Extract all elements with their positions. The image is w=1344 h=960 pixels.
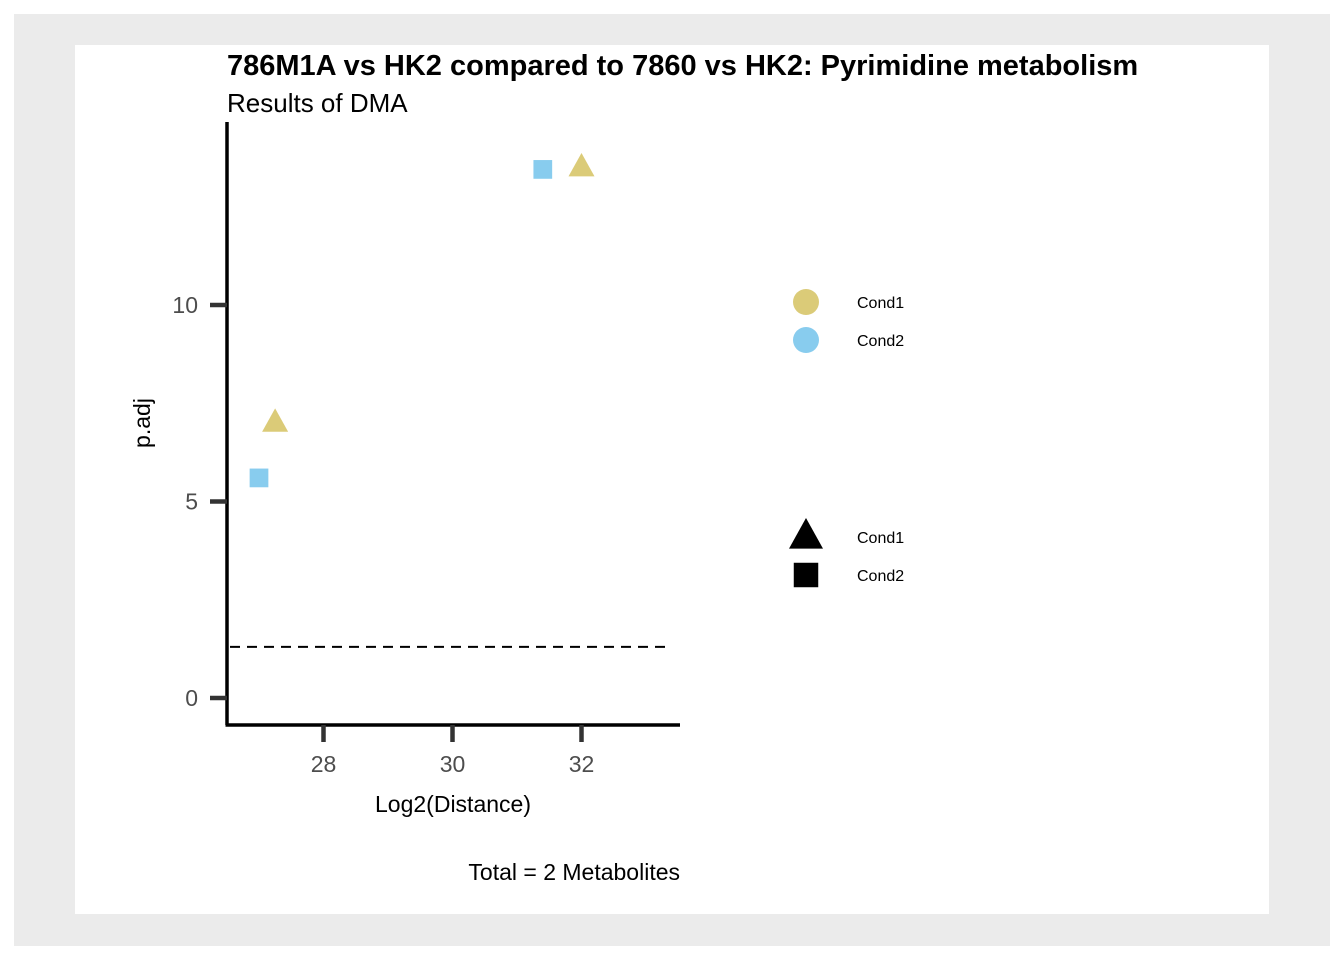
data-points bbox=[249, 152, 595, 488]
legend-shape-label: Cond1 bbox=[857, 530, 904, 547]
axes: 28 30 32 0 5 10 bbox=[172, 122, 680, 777]
legend-color-label: Cond2 bbox=[857, 333, 904, 350]
x-tick-label: 32 bbox=[569, 751, 595, 777]
data-point bbox=[533, 160, 553, 179]
y-tick-label: 5 bbox=[185, 489, 198, 515]
legend-shape-key bbox=[789, 518, 823, 549]
chart-title: 786M1A vs HK2 compared to 7860 vs HK2: P… bbox=[227, 50, 1138, 82]
legend: Cond1 Cond2 Cond1 Cond2 bbox=[789, 289, 904, 588]
data-point bbox=[262, 408, 289, 432]
legend-shape-key bbox=[793, 562, 819, 588]
legend-color-label: Cond1 bbox=[857, 295, 904, 312]
x-axis-label: Log2(Distance) bbox=[375, 791, 531, 817]
legend-color-key bbox=[793, 327, 819, 353]
chart-caption: Total = 2 Metabolites bbox=[468, 859, 680, 885]
legend-shape-label: Cond2 bbox=[857, 568, 904, 585]
data-point bbox=[249, 468, 269, 488]
y-tick-label: 0 bbox=[185, 685, 198, 711]
x-tick-label: 28 bbox=[311, 751, 337, 777]
data-point bbox=[568, 152, 595, 177]
y-axis-label: p.adj bbox=[129, 398, 155, 448]
chart-subtitle: Results of DMA bbox=[227, 88, 408, 118]
plot-panel bbox=[75, 45, 1269, 914]
legend-color-key bbox=[793, 289, 819, 315]
y-tick-label: 10 bbox=[172, 292, 198, 318]
x-tick-label: 30 bbox=[440, 751, 466, 777]
